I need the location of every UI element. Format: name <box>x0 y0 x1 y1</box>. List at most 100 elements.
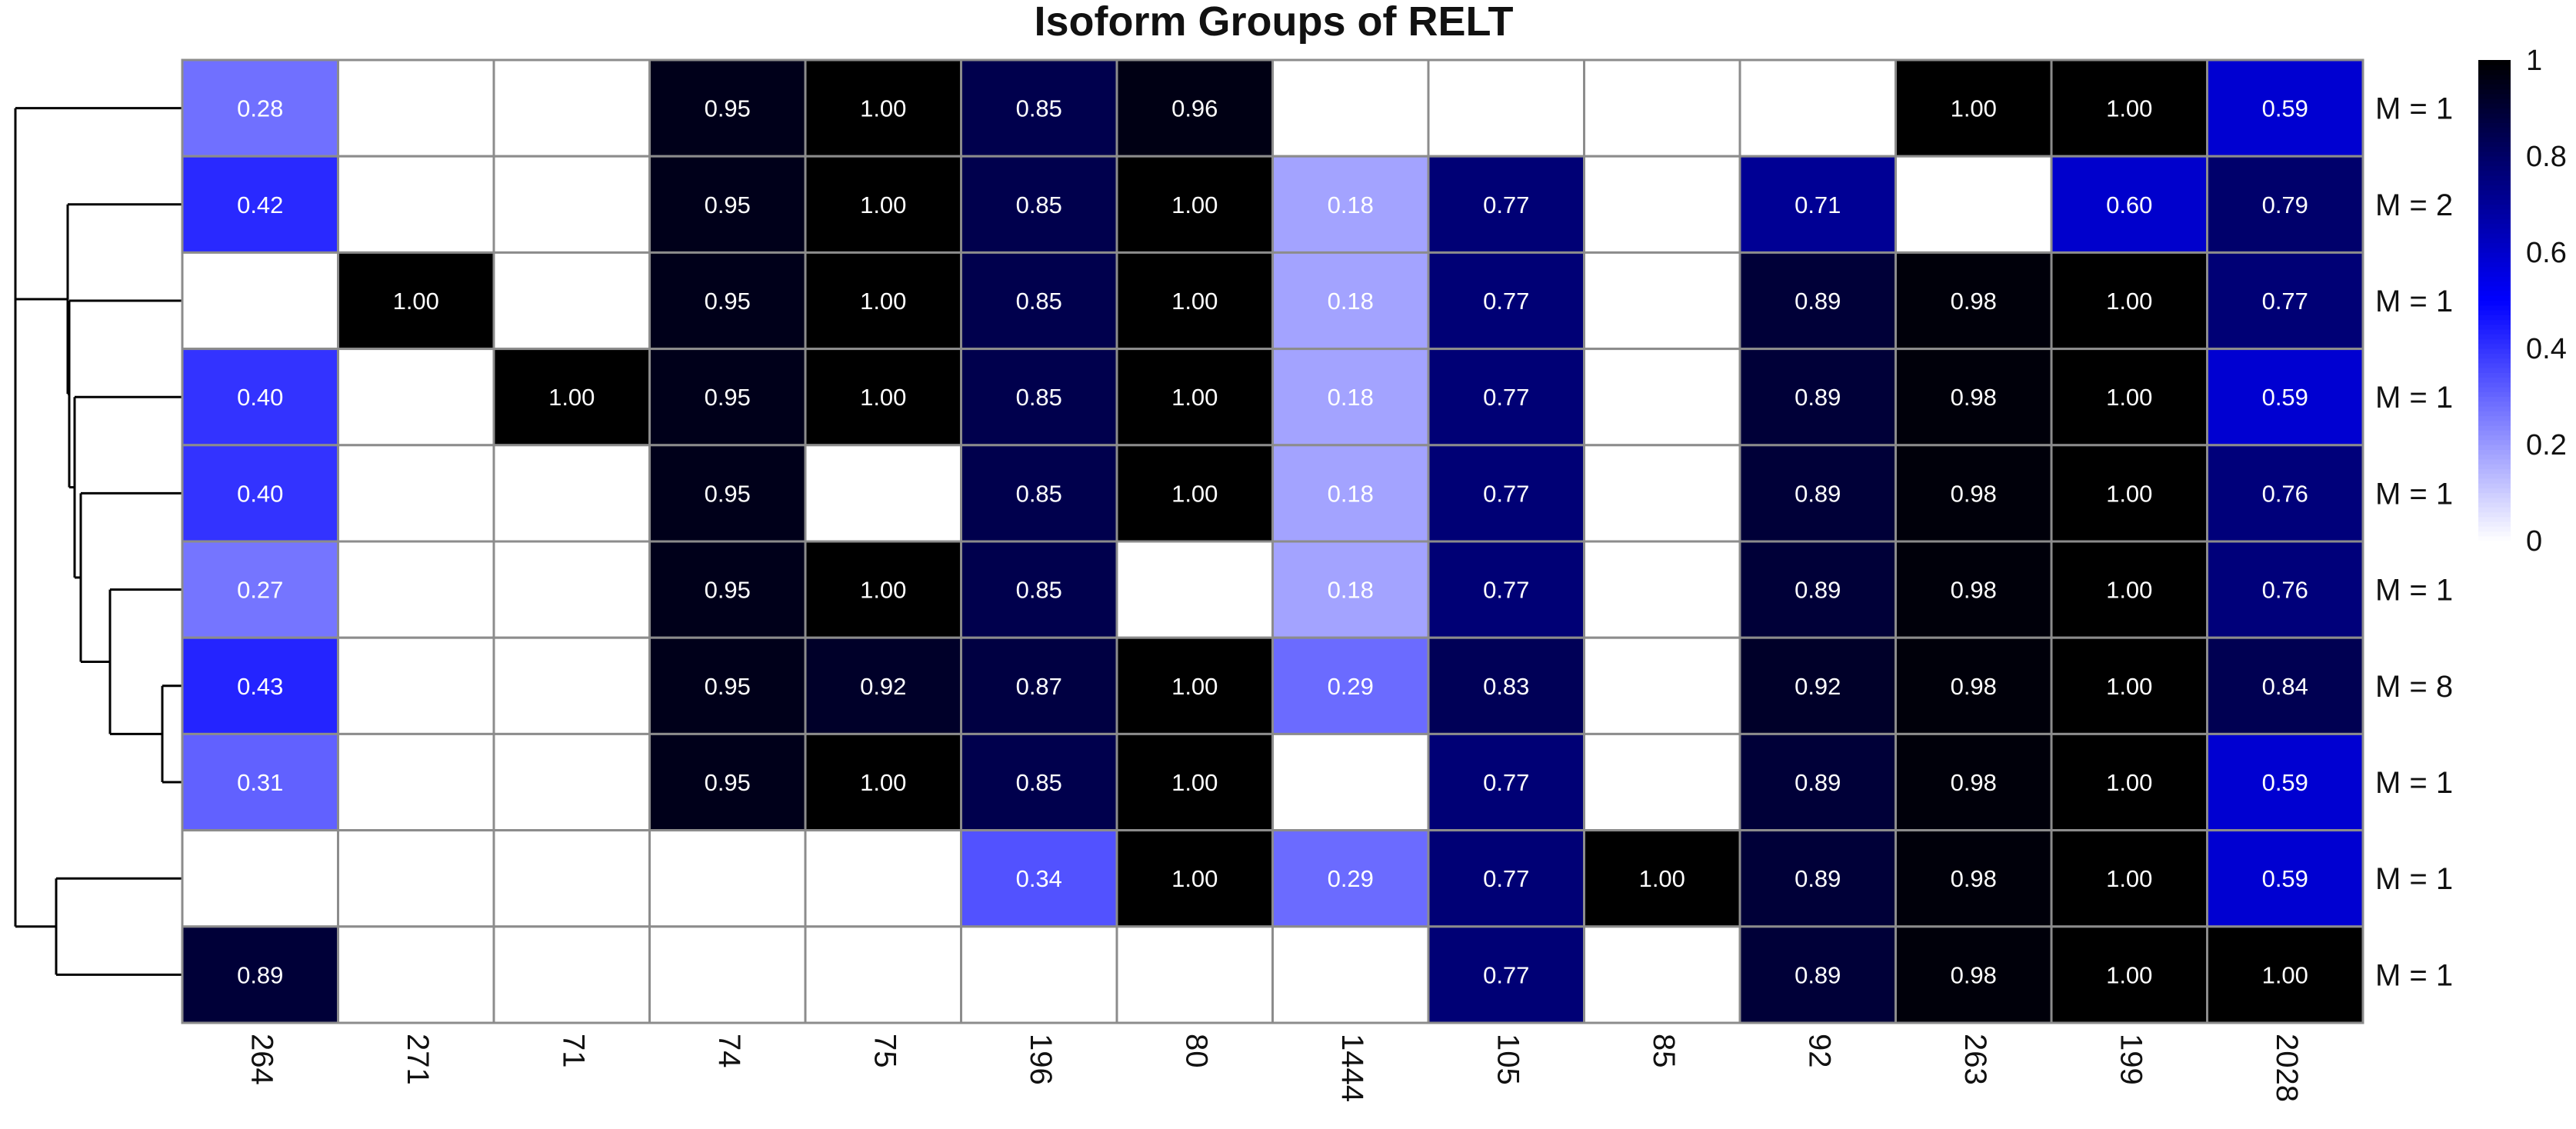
heatmap-cell <box>1583 732 1741 832</box>
legend-color-step <box>2478 305 2511 311</box>
heatmap-cell <box>1115 540 1274 639</box>
legend-color-step <box>2478 334 2511 340</box>
legend-color-step <box>2478 118 2511 123</box>
row-label: M = 1 <box>2375 477 2453 511</box>
legend-color-step <box>2478 112 2511 118</box>
legend-color-step <box>2478 170 2511 176</box>
cell-value-label: 0.42 <box>237 191 283 218</box>
heatmap-cell <box>648 925 807 1024</box>
heatmap-cell <box>2206 58 2364 158</box>
cell-value-label: 0.85 <box>1016 480 1062 507</box>
legend-color-step <box>2478 454 2511 460</box>
heatmap-cell <box>2050 925 2208 1024</box>
heatmap-cell <box>181 251 339 351</box>
heatmap-cell <box>181 348 339 447</box>
heatmap-cell <box>648 444 807 543</box>
legend-color-step <box>2478 435 2511 441</box>
cell-value-label: 0.18 <box>1328 191 1374 218</box>
legend-color-step <box>2478 233 2511 238</box>
legend-color-step <box>2478 531 2511 537</box>
column-labels: 264 271 71 74 75 196 80 1444 105 85 92 263 199 2028 <box>245 1034 2304 1102</box>
heatmap-cell <box>1427 348 1585 447</box>
legend-color-step <box>2478 324 2511 330</box>
heatmap-cell <box>2206 540 2364 639</box>
column-label: 264 <box>245 1034 279 1085</box>
cell-value-label: 1.00 <box>2106 288 2152 315</box>
legend-color-step <box>2478 488 2511 494</box>
heatmap-cell <box>1271 348 1430 447</box>
heatmap-cell <box>1427 925 1585 1024</box>
column-label: 80 <box>1180 1034 1214 1068</box>
heatmap-cell <box>960 732 1118 832</box>
legend-color-step <box>2478 214 2511 219</box>
legend-tick-label: 0 <box>2526 525 2542 558</box>
heatmap-cell <box>1271 829 1430 928</box>
legend-color-step <box>2478 189 2511 195</box>
legend-color-step <box>2478 266 2511 272</box>
heatmap-cell <box>1115 251 1274 351</box>
heatmap-cell <box>1583 636 1741 735</box>
heatmap-cell <box>1271 636 1430 735</box>
legend-color-step <box>2478 497 2511 503</box>
legend-tick-label: 1 <box>2526 45 2542 77</box>
heatmap-cell <box>1738 636 1897 735</box>
heatmap-cell <box>804 636 962 735</box>
heatmap-cell <box>1583 348 1741 447</box>
heatmap-cell <box>1115 925 1274 1024</box>
heatmap-cell <box>1583 540 1741 639</box>
cell-value-label: 1.00 <box>1171 480 1218 507</box>
cell-value-label: 0.83 <box>1483 673 1529 700</box>
legend-color-step <box>2478 238 2511 244</box>
heatmap-cell <box>1427 732 1585 832</box>
legend-color-step <box>2478 132 2511 138</box>
heatmap-cell <box>1115 444 1274 543</box>
legend-color-step <box>2478 291 2511 296</box>
heatmap-cell <box>492 348 651 447</box>
heatmap-cell <box>492 636 651 735</box>
cell-value-label: 0.28 <box>237 95 283 122</box>
row-label: M = 1 <box>2375 92 2453 126</box>
column-label: 71 <box>557 1034 591 1068</box>
legend-color-step <box>2478 381 2511 388</box>
legend-color-step <box>2478 502 2511 508</box>
cell-value-label: 1.00 <box>860 191 906 218</box>
cell-value-label: 1.00 <box>860 95 906 122</box>
cell-value-label: 1.00 <box>2106 865 2152 892</box>
legend-color-step <box>2478 199 2511 205</box>
cell-value-label: 0.18 <box>1328 288 1374 315</box>
heatmap-cell <box>960 251 1118 351</box>
heatmap-cell <box>1583 444 1741 543</box>
legend-color-step <box>2478 204 2511 210</box>
legend-color-step <box>2478 281 2511 287</box>
heatmap-cell <box>804 732 962 832</box>
heatmap-cell <box>1583 58 1741 158</box>
heatmap-cell <box>648 636 807 735</box>
legend-color-step <box>2478 180 2511 186</box>
cell-value-label: 0.27 <box>237 577 283 604</box>
cell-value-label: 0.98 <box>1951 961 1997 988</box>
cell-value-label: 0.89 <box>1795 961 1841 988</box>
legend-color-step <box>2478 319 2511 325</box>
legend-color-step <box>2478 507 2511 513</box>
heatmap-cell <box>492 251 651 351</box>
heatmap-cell <box>2050 829 2208 928</box>
heatmap-cell <box>2050 444 2208 543</box>
cell-value-label: 0.59 <box>2262 769 2308 796</box>
legend-color-step <box>2478 161 2511 167</box>
cell-value-label: 1.00 <box>2106 577 2152 604</box>
cell-value-label: 0.98 <box>1951 769 1997 796</box>
legend-color-step <box>2478 108 2511 114</box>
heatmap-cell <box>1427 155 1585 254</box>
heatmap-cell <box>1583 925 1741 1024</box>
legend-color-step <box>2478 338 2511 345</box>
heatmap-cell <box>804 925 962 1024</box>
cell-value-label: 0.92 <box>1795 673 1841 700</box>
heatmap-cell <box>1271 58 1430 158</box>
heatmap-cell <box>2050 540 2208 639</box>
legend-color-step <box>2478 65 2511 71</box>
row-label: M = 1 <box>2375 958 2453 992</box>
cell-value-label: 0.95 <box>705 673 751 700</box>
legend-color-step <box>2478 242 2511 248</box>
